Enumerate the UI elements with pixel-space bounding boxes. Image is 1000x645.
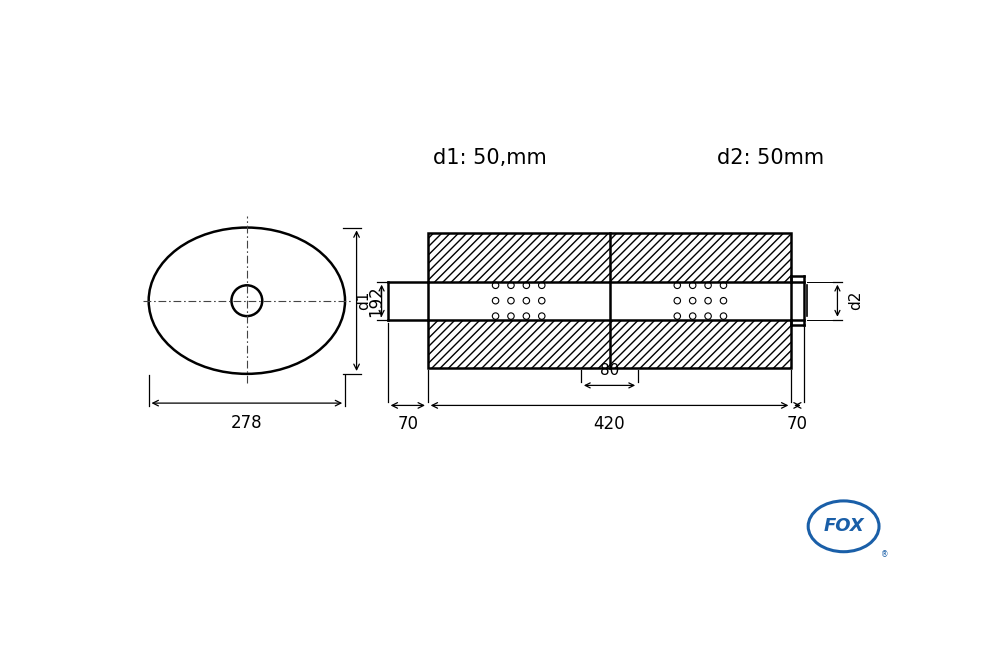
Text: 80: 80: [600, 362, 619, 378]
Text: d1: d1: [356, 291, 371, 310]
Bar: [610, 319, 791, 368]
Text: 70: 70: [397, 415, 418, 433]
Bar: [428, 233, 610, 282]
Bar: [610, 233, 791, 282]
Bar: [428, 233, 791, 368]
Text: d1: 50,mm: d1: 50,mm: [433, 148, 546, 168]
Bar: [428, 319, 610, 368]
Text: FOX: FOX: [823, 517, 864, 535]
Text: 420: 420: [594, 415, 625, 433]
Text: d2: 50mm: d2: 50mm: [717, 148, 824, 168]
Text: 278: 278: [231, 414, 263, 432]
Text: d2: d2: [848, 291, 863, 310]
Text: ®: ®: [881, 550, 888, 559]
Text: 70: 70: [787, 415, 808, 433]
Text: 192: 192: [367, 285, 385, 317]
